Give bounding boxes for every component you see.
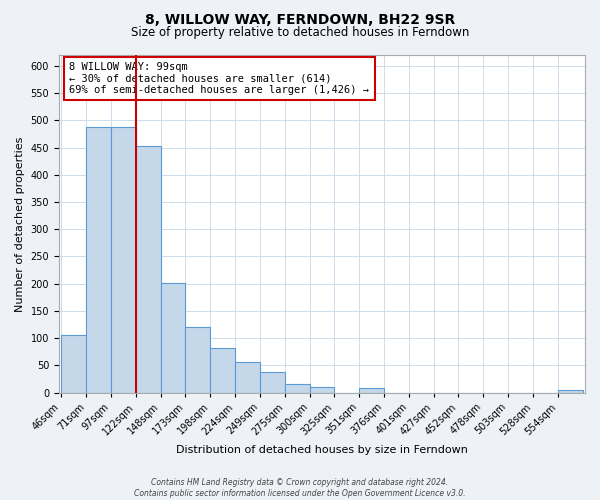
Bar: [235, 362, 260, 392]
Bar: [185, 328, 210, 392]
Bar: [210, 348, 235, 393]
Text: 8, WILLOW WAY, FERNDOWN, BH22 9SR: 8, WILLOW WAY, FERNDOWN, BH22 9SR: [145, 12, 455, 26]
Bar: [285, 384, 310, 392]
Y-axis label: Number of detached properties: Number of detached properties: [15, 136, 25, 312]
Bar: [310, 387, 334, 392]
Bar: [359, 388, 384, 392]
Text: 8 WILLOW WAY: 99sqm
← 30% of detached houses are smaller (614)
69% of semi-detac: 8 WILLOW WAY: 99sqm ← 30% of detached ho…: [70, 62, 370, 95]
Text: Contains HM Land Registry data © Crown copyright and database right 2024.
Contai: Contains HM Land Registry data © Crown c…: [134, 478, 466, 498]
Bar: [86, 128, 111, 392]
Bar: [111, 128, 136, 392]
Text: Size of property relative to detached houses in Ferndown: Size of property relative to detached ho…: [131, 26, 469, 39]
Bar: [136, 146, 161, 392]
X-axis label: Distribution of detached houses by size in Ferndown: Distribution of detached houses by size …: [176, 445, 468, 455]
Bar: [61, 336, 86, 392]
Bar: [161, 283, 185, 393]
Bar: [260, 372, 285, 392]
Bar: [558, 390, 583, 392]
